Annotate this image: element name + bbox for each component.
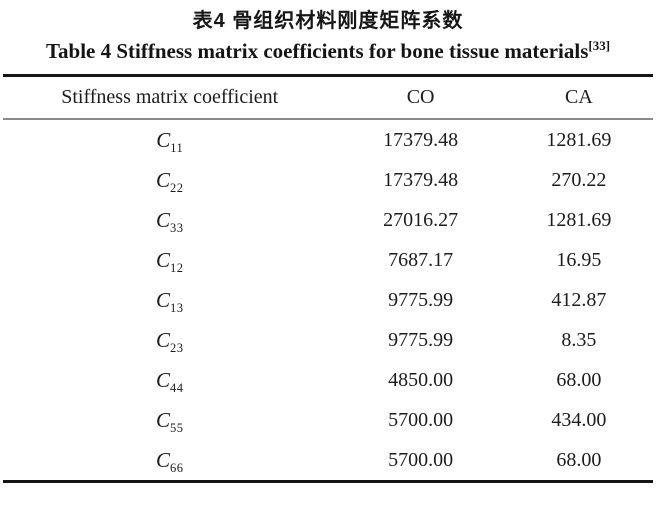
- coefficient-subscript: 12: [169, 260, 184, 275]
- header-row: Stiffness matrix coefficient CO CA: [3, 76, 653, 119]
- table-caption-english-text: Table 4 Stiffness matrix coefficients fo…: [45, 39, 589, 63]
- coefficient-cell: C12: [3, 240, 336, 280]
- coefficient-subscript: 13: [169, 300, 184, 315]
- coefficient-symbol: C: [155, 447, 170, 472]
- table-row: C11 17379.48 1281.69: [3, 119, 653, 160]
- co-value-cell: 9775.99: [388, 328, 454, 351]
- co-value-cell: 5700.00: [388, 448, 454, 471]
- coefficient-subscript: 44: [169, 380, 184, 395]
- table-header: Stiffness matrix coefficient CO CA: [3, 76, 653, 119]
- ca-value-cell: 270.22: [551, 168, 607, 191]
- citation-superscript: [33]: [588, 38, 611, 53]
- table-caption-chinese: 表4 骨组织材料刚度矩阵系数: [192, 10, 464, 32]
- ca-value-cell: 1281.69: [546, 208, 612, 231]
- coefficient-cell: C13: [3, 280, 336, 320]
- co-value-cell: 7687.17: [388, 248, 454, 271]
- coefficient-symbol: C: [155, 207, 170, 232]
- column-header-coefficient: Stiffness matrix coefficient: [61, 86, 279, 108]
- table-row: C44 4850.00 68.00: [3, 360, 653, 400]
- coefficient-symbol: C: [156, 127, 171, 152]
- ca-value-cell: 68.00: [556, 368, 602, 391]
- ca-value-cell: 68.00: [556, 448, 602, 471]
- coefficient-symbol: C: [155, 247, 170, 272]
- co-value-cell: 27016.27: [383, 208, 459, 231]
- stiffness-table: Stiffness matrix coefficient CO CA C11 1…: [3, 74, 653, 483]
- ca-value-cell: 8.35: [561, 328, 597, 351]
- table-row: C33 27016.27 1281.69: [3, 200, 653, 240]
- table-row: C23 9775.99 8.35: [3, 320, 653, 360]
- coefficient-subscript: 22: [169, 180, 184, 195]
- table-row: C22 17379.48 270.22: [3, 160, 653, 200]
- coefficient-cell: C23: [3, 320, 336, 360]
- table-body: C11 17379.48 1281.69 C22 17379.48 270.22…: [3, 119, 653, 482]
- table-row: C13 9775.99 412.87: [3, 280, 653, 320]
- coefficient-subscript: 55: [169, 420, 184, 435]
- co-value-cell: 5700.00: [388, 408, 454, 431]
- table-row: C66 5700.00 68.00: [3, 440, 653, 482]
- ca-value-cell: 1281.69: [546, 128, 612, 151]
- table-row: C55 5700.00 434.00: [3, 400, 653, 440]
- column-header-ca: CA: [565, 86, 593, 108]
- table-caption-english: Table 4 Stiffness matrix coefficients fo…: [0, 35, 656, 67]
- co-value-cell: 17379.48: [383, 128, 459, 151]
- coefficient-cell: C55: [3, 400, 336, 440]
- coefficient-symbol: C: [155, 327, 170, 352]
- ca-value-cell: 16.95: [556, 248, 602, 271]
- coefficient-subscript: 23: [169, 340, 184, 355]
- coefficient-cell: C11: [3, 119, 336, 160]
- ca-value-cell: 412.87: [551, 288, 607, 311]
- co-value-cell: 4850.00: [388, 368, 454, 391]
- co-value-cell: 9775.99: [388, 288, 454, 311]
- coefficient-cell: C22: [3, 160, 336, 200]
- coefficient-subscript: 33: [169, 220, 184, 235]
- column-header-co: CO: [406, 86, 435, 108]
- coefficient-subscript: 11: [170, 140, 184, 155]
- coefficient-cell: C44: [3, 360, 336, 400]
- coefficient-symbol: C: [155, 367, 170, 392]
- coefficient-cell: C66: [3, 440, 336, 482]
- coefficient-symbol: C: [155, 167, 170, 192]
- coefficient-cell: C33: [3, 200, 336, 240]
- coefficient-symbol: C: [155, 407, 170, 432]
- coefficient-symbol: C: [155, 287, 170, 312]
- table-row: C12 7687.17 16.95: [3, 240, 653, 280]
- ca-value-cell: 434.00: [551, 408, 607, 431]
- co-value-cell: 17379.48: [383, 168, 459, 191]
- coefficient-subscript: 66: [169, 460, 184, 475]
